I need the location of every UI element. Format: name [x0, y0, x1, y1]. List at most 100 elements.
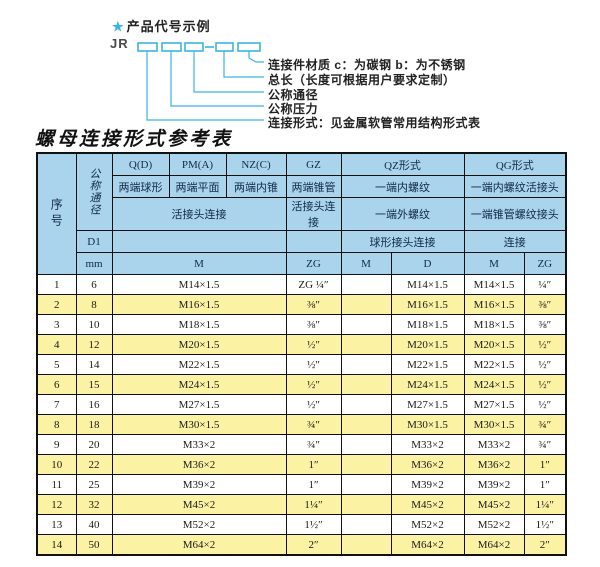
- code-box-1: [137, 42, 158, 52]
- cell-qz-m: [340, 414, 392, 435]
- header-joint-qg: 一端锥管螺纹接头: [463, 197, 567, 231]
- header-row-units: mm M ZG M D M ZG: [37, 252, 567, 275]
- cell-seq: 13: [36, 514, 77, 535]
- cell-dn: 15: [75, 374, 113, 395]
- header-joint-union: 活接头连接: [111, 197, 287, 231]
- cell-qz-m: [340, 454, 392, 475]
- header-conn-qz: 球形接头连接: [340, 230, 465, 253]
- cell-m: M18×1.5: [111, 314, 287, 335]
- cell-gz: 2″: [285, 534, 342, 556]
- cell-seq: 11: [36, 474, 77, 495]
- cell-qz-m: [340, 374, 392, 395]
- cell-qg-zg: ½″: [523, 354, 567, 375]
- cell-qz-m: [340, 274, 392, 295]
- cell-qg-m: M45×2: [463, 494, 525, 515]
- header-blank-left: [111, 230, 287, 253]
- cell-qg-m: M30×1.5: [463, 414, 525, 435]
- cell-qg-zg: ⅜″: [523, 314, 567, 335]
- cell-seq: 5: [36, 354, 77, 375]
- cell-qg-zg: ¼″: [523, 274, 567, 295]
- table-row: 3 10 M18×1.5 ⅜″ M18×1.5 M18×1.5 ⅜″: [36, 314, 567, 335]
- cell-qz-m: [340, 434, 392, 455]
- cell-qz-d: M64×2: [390, 534, 465, 556]
- header-ends-qd: 两端球形: [111, 175, 170, 198]
- callout-line-length: [223, 51, 264, 78]
- header-ends-gz: 两端锥管: [285, 175, 342, 198]
- cell-qz-m: [340, 334, 392, 355]
- cell-seq: 6: [36, 374, 77, 395]
- cell-qz-m: [340, 494, 392, 515]
- cell-qz-m: [340, 394, 392, 415]
- table-row: 5 14 M22×1.5 ½″ M22×1.5 M22×1.5 ½″: [36, 354, 567, 375]
- cell-gz: 1¼″: [285, 494, 342, 515]
- header-seq: 序号: [36, 152, 77, 275]
- cell-dn: 25: [75, 474, 113, 495]
- cell-seq: 3: [36, 314, 77, 335]
- cell-qg-zg: 1″: [523, 454, 567, 475]
- cell-gz: ⅜″: [285, 314, 342, 335]
- header-unit-qz-d: D: [390, 252, 465, 275]
- header-ends-qg: 一端内螺纹活接头: [463, 175, 567, 198]
- cell-qz-d: M14×1.5: [390, 274, 465, 295]
- cell-gz: ½″: [285, 374, 342, 395]
- cell-qz-d: M24×1.5: [390, 374, 465, 395]
- callout-length: 总长（长度可根据用户要求定制）: [268, 73, 456, 87]
- cell-m: M20×1.5: [111, 334, 287, 355]
- cell-seq: 2: [36, 294, 77, 315]
- callout-diameter: 公称通径: [268, 88, 319, 102]
- table-title: 螺母连接形式参考表: [35, 129, 234, 150]
- star-icon: ★: [112, 19, 125, 34]
- header-row-joint: 活接头连接 活接头连接 一端外螺纹 一端锥管螺纹接头: [37, 197, 567, 231]
- cell-m: M45×2: [111, 494, 287, 515]
- cell-seq: 4: [36, 334, 77, 355]
- header-unit-qg-m: M: [463, 252, 525, 275]
- cell-qg-zg: ½″: [523, 334, 567, 355]
- cell-qg-zg: 1″: [523, 474, 567, 495]
- code-box-2: [161, 42, 182, 52]
- table-row: 10 22 M36×2 1″ M36×2 M36×2 1″: [36, 454, 567, 475]
- callout-line-form: [146, 51, 264, 121]
- code-box-3: [184, 42, 204, 52]
- header-d1: D1: [75, 230, 113, 253]
- cell-qz-d: M27×1.5: [390, 394, 465, 415]
- header-unit-zg: ZG: [285, 252, 342, 275]
- header-form-gz: GZ: [285, 152, 342, 176]
- cell-qg-m: M14×1.5: [463, 274, 525, 295]
- cell-gz: ZG ¼″: [285, 274, 342, 295]
- cell-seq: 7: [36, 394, 77, 415]
- header-unit-qz-m: M: [340, 252, 392, 275]
- cell-qg-m: M36×2: [463, 454, 525, 475]
- header-form-nzc: NZ(C): [225, 152, 287, 176]
- header-ends-pma: 两端平面: [168, 175, 227, 198]
- callout-line-material: [248, 51, 264, 63]
- cell-m: M30×1.5: [111, 414, 287, 435]
- table-row: 11 25 M39×2 1″ M39×2 M39×2 1″: [36, 474, 567, 495]
- cell-dn: 20: [75, 434, 113, 455]
- cell-gz: ⅜″: [285, 294, 342, 315]
- code-box-4: [215, 42, 234, 52]
- cell-dn: 6: [75, 274, 113, 295]
- header-joint-gz: 活接头连接: [285, 197, 342, 231]
- cell-qg-zg: ⅜″: [523, 294, 567, 315]
- cell-qz-d: M30×1.5: [390, 414, 465, 435]
- header-form-pma: PM(A): [168, 152, 227, 176]
- cell-m: M16×1.5: [111, 294, 287, 315]
- cell-m: M52×2: [111, 514, 287, 535]
- header-row-ends: 两端球形 两端平面 两端内锥 两端锥管 一端内螺纹 一端内螺纹活接头: [37, 175, 567, 198]
- cell-gz: 1″: [285, 454, 342, 475]
- cell-m: M22×1.5: [111, 354, 287, 375]
- cell-gz: ½″: [285, 334, 342, 355]
- cell-m: M36×2: [111, 454, 287, 475]
- cell-qg-zg: ¾″: [523, 434, 567, 455]
- header-form-qg: QG形式: [463, 152, 567, 176]
- cell-m: M64×2: [111, 534, 287, 556]
- table-row: 7 16 M27×1.5 ½″ M27×1.5 M27×1.5 ½″: [36, 394, 567, 415]
- cell-seq: 1: [36, 274, 77, 295]
- product-code-heading-text: 产品代号示例: [126, 19, 211, 34]
- cell-m: M14×1.5: [111, 274, 287, 295]
- cell-qg-zg: 1½″: [523, 514, 567, 535]
- cell-qz-m: [340, 314, 392, 335]
- cell-qg-m: M18×1.5: [463, 314, 525, 335]
- table-row: 9 20 M33×2 ¾″ M33×2 M33×2 ¾″: [36, 434, 567, 455]
- header-form-qd: Q(D): [111, 152, 170, 176]
